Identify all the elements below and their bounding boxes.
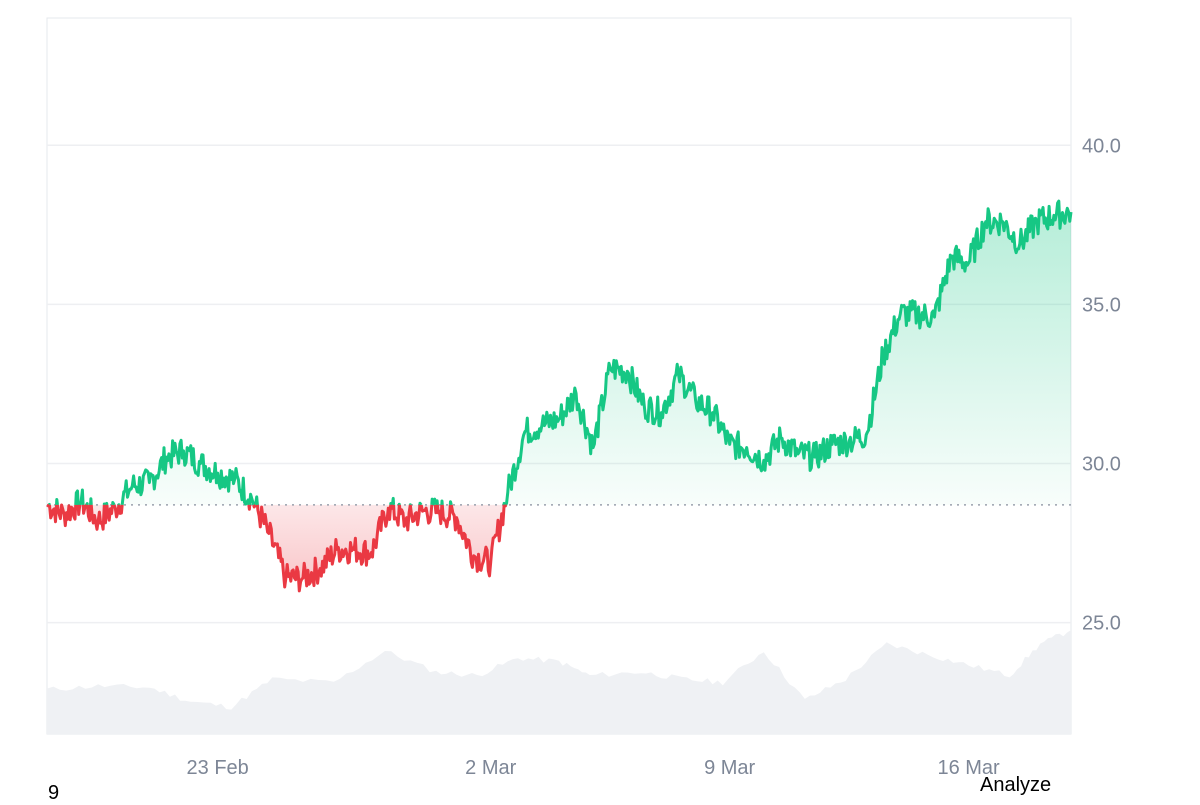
corner-label: 9 [48, 782, 60, 804]
y-tick-label: 35.0 [1082, 294, 1121, 316]
x-tick-label: 23 Feb [187, 757, 249, 779]
x-tick-label: 9 Mar [704, 757, 755, 779]
area-above-baseline [47, 201, 1071, 505]
y-tick-label: 40.0 [1082, 135, 1121, 157]
price-line-below-baseline [46, 503, 508, 593]
volume-area [47, 630, 1071, 734]
x-tick-label: 2 Mar [465, 757, 516, 779]
x-tick-label: 16 Mar [937, 757, 1000, 779]
price-line-above-baseline [47, 199, 1073, 507]
y-tick-label: 30.0 [1082, 454, 1121, 476]
x-axis: 23 Feb 2 Mar 9 Mar 16 Mar [187, 757, 1001, 779]
analyze-link[interactable]: Analyze [980, 774, 1052, 796]
y-axis: 25.0 30.0 35.0 40.0 [1082, 135, 1121, 634]
y-tick-label: 25.0 [1082, 613, 1121, 635]
